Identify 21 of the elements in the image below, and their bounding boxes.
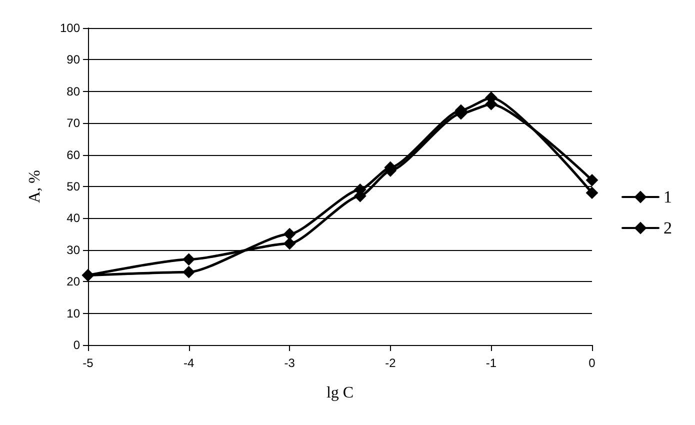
y-tick-label: 100 — [60, 21, 80, 35]
y-tick-label: 70 — [66, 116, 80, 130]
x-tick-label: 0 — [588, 356, 596, 370]
x-tick-label: -3 — [284, 356, 296, 370]
y-tick-label: 90 — [66, 52, 80, 67]
y-tick-label: 30 — [66, 242, 80, 257]
y-tick-label: 80 — [66, 84, 80, 98]
y-tick-label: 60 — [66, 148, 80, 162]
y-tick-label: 20 — [66, 274, 80, 289]
y-tick-label: 0 — [73, 338, 80, 352]
x-tick-label: -1 — [486, 356, 497, 370]
x-axis-title: lg C — [326, 384, 354, 402]
y-axis-title: A, % — [26, 170, 44, 203]
x-tick-label: -2 — [385, 356, 396, 370]
x-tick-label: -5 — [82, 356, 94, 370]
y-tick-label: 40 — [66, 211, 80, 226]
x-tick-label: -4 — [183, 356, 194, 370]
y-tick-label: 50 — [66, 180, 80, 194]
legend-label: 2 — [664, 218, 672, 238]
legend-label: 1 — [664, 188, 672, 206]
y-tick-label: 10 — [66, 306, 80, 320]
